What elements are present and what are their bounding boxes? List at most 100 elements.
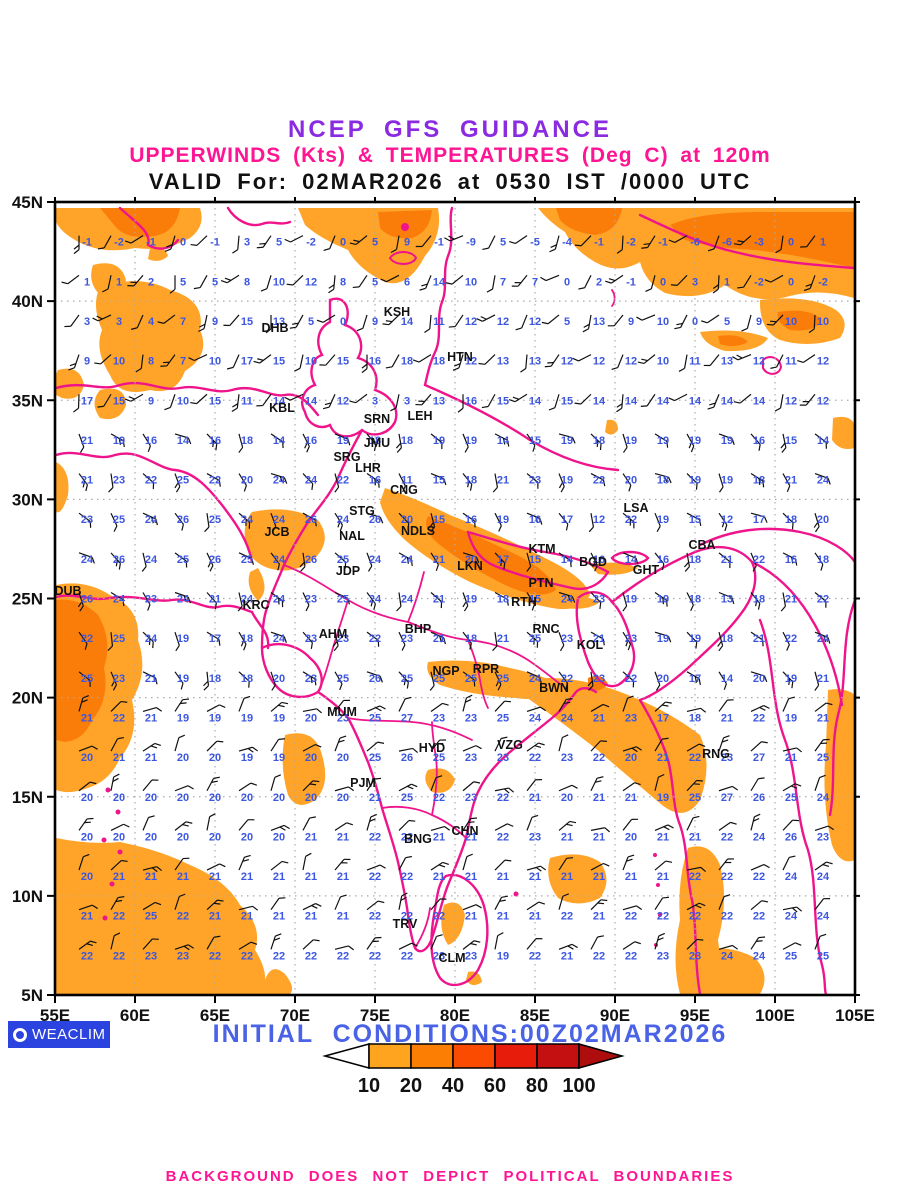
- wind-barb: [590, 473, 606, 487]
- wind-barb: [78, 671, 91, 687]
- wind-barb: [718, 671, 727, 690]
- wind-barb: [270, 552, 281, 571]
- temp-value: 26: [209, 554, 221, 566]
- temp-value: 16: [369, 475, 381, 487]
- wind-barb: [142, 779, 159, 792]
- wind-barb: [750, 433, 761, 451]
- wind-barb: [395, 433, 403, 453]
- temp-value: 22: [721, 871, 733, 883]
- wind-barb: [260, 275, 272, 292]
- temp-value: 19: [625, 435, 637, 447]
- wind-barb: [206, 552, 214, 572]
- temp-value: 25: [145, 911, 157, 923]
- wind-barb: [190, 393, 208, 405]
- temp-value: 9: [372, 316, 378, 328]
- temp-value: 5: [564, 316, 570, 328]
- temp-value: 18: [657, 475, 669, 487]
- temp-value: 20: [177, 792, 189, 804]
- wind-barb: [590, 740, 607, 752]
- temp-value: 5: [372, 237, 378, 249]
- wind-barb: [334, 699, 351, 712]
- x-axis-label: 75E: [360, 1006, 390, 1025]
- temp-value: 17: [497, 554, 509, 566]
- wind-barb: [110, 932, 121, 950]
- temp-value: 19: [721, 435, 733, 447]
- temp-value: 24: [561, 594, 574, 606]
- temp-value: 25: [113, 633, 125, 645]
- wind-barb: [701, 314, 720, 324]
- wind-barb: [654, 512, 661, 533]
- temp-value: 0: [660, 276, 666, 288]
- wind-barb: [164, 235, 176, 252]
- station-label-stg: STG: [349, 504, 375, 518]
- wind-barb: [622, 854, 635, 871]
- temp-value: 21: [145, 673, 157, 685]
- wind-barb: [654, 860, 673, 871]
- wind-barb: [380, 274, 400, 283]
- temp-value: 21: [145, 712, 157, 724]
- wind-barb: [526, 512, 543, 525]
- temp-value: 21: [273, 911, 285, 923]
- temp-value: 25: [241, 554, 253, 566]
- temp-value: 10: [657, 356, 669, 368]
- temp-value: 14: [753, 395, 766, 407]
- temp-value: 20: [273, 792, 285, 804]
- temp-value: -1: [434, 237, 444, 249]
- temp-value: -1: [594, 237, 604, 249]
- temp-value: 21: [81, 911, 93, 923]
- temp-value: 21: [81, 435, 93, 447]
- wind-barb: [174, 552, 188, 568]
- wind-barb: [142, 707, 163, 713]
- wind-barb: [814, 825, 834, 831]
- temp-value: 2: [596, 276, 602, 288]
- wind-barb: [803, 275, 816, 292]
- wind-barb: [142, 938, 159, 950]
- wind-barb: [590, 827, 611, 833]
- station-label-rpr: RPR: [473, 662, 499, 676]
- temp-value: 3: [116, 316, 122, 328]
- temp-value: 22: [625, 911, 637, 923]
- wind-barb: [361, 354, 368, 374]
- temp-value: 24: [305, 475, 318, 487]
- temp-value: 23: [465, 712, 477, 724]
- temp-value: 24: [721, 950, 734, 962]
- wind-barb: [718, 944, 739, 950]
- wind-barb: [462, 631, 473, 650]
- wind-barb: [203, 671, 210, 691]
- wind-barb: [429, 671, 435, 691]
- wind-barb: [142, 866, 163, 873]
- temp-value: 22: [625, 950, 637, 962]
- wind-barb: [334, 552, 347, 569]
- temp-value: 26: [369, 673, 381, 685]
- wind-barb: [782, 906, 803, 913]
- wind-barb: [590, 433, 602, 451]
- station-label-ahm: AHM: [319, 627, 347, 641]
- temp-value: 22: [209, 950, 221, 962]
- station-label-trv: TRV: [393, 917, 418, 931]
- wind-barb: [319, 354, 336, 366]
- wind-barb: [574, 235, 592, 247]
- wind-barb: [332, 632, 339, 652]
- temp-value: 20: [209, 792, 221, 804]
- wind-barb: [398, 783, 418, 792]
- temp-value: 19: [785, 712, 797, 724]
- temp-value: 22: [625, 514, 637, 526]
- temp-value: 16: [465, 514, 477, 526]
- temp-value: 17: [241, 356, 253, 368]
- wind-barb: [193, 275, 208, 290]
- temp-value: 25: [689, 792, 701, 804]
- wind-barb: [622, 631, 631, 651]
- temp-value: 20: [625, 752, 637, 764]
- wind-barb: [814, 774, 826, 791]
- temp-value: 22: [561, 911, 573, 923]
- wind-barb: [526, 592, 535, 611]
- wind-barb: [718, 894, 731, 910]
- temp-value: 5: [724, 316, 730, 328]
- colorbar-label: 60: [484, 1075, 506, 1097]
- wind-barb: [68, 354, 80, 371]
- weaclim-logo[interactable]: WEACLIM: [8, 1021, 110, 1048]
- wind-barb: [718, 512, 728, 532]
- wind-barb: [558, 591, 576, 603]
- temp-value: 15: [113, 395, 125, 407]
- temp-value: 15: [337, 356, 349, 368]
